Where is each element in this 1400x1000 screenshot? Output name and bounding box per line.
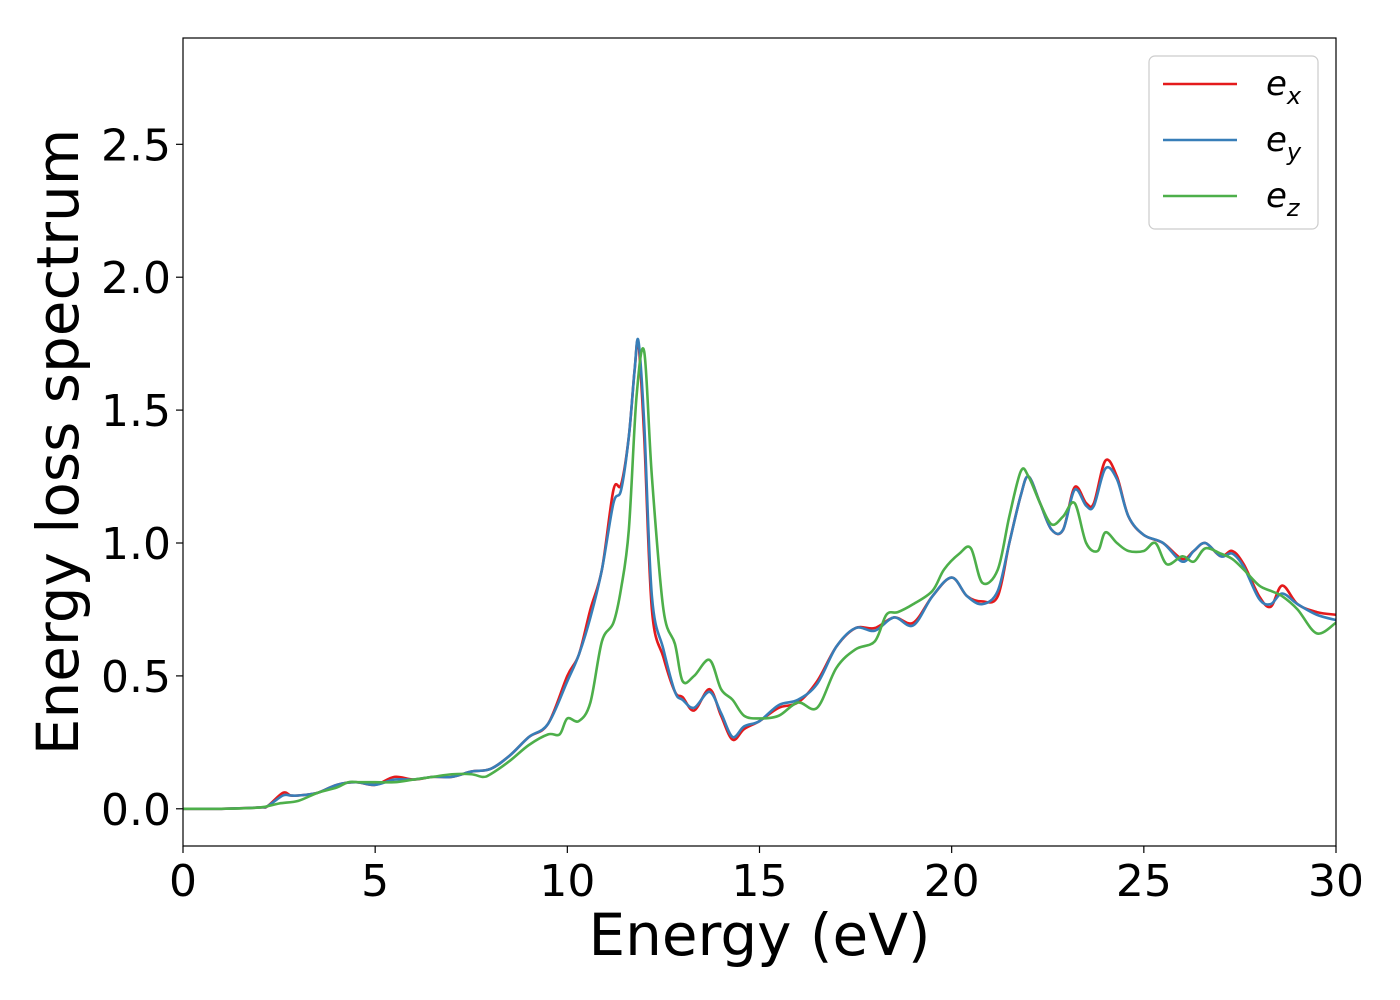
series-line-z xyxy=(183,347,1336,811)
x-tick-label: 10 xyxy=(539,856,595,907)
series-layer xyxy=(183,337,1336,811)
y-tick-label: 0.0 xyxy=(101,785,171,836)
legend-label-x: ex xyxy=(1266,64,1302,110)
x-tick-label: 15 xyxy=(732,856,788,907)
x-tick-label: 30 xyxy=(1308,856,1364,907)
x-axis-label: Energy (eV) xyxy=(588,901,930,969)
x-tick-label: 25 xyxy=(1116,856,1172,907)
y-tick-label: 2.0 xyxy=(101,253,171,304)
y-tick-label: 1.5 xyxy=(101,386,171,437)
legend: ex ey ez xyxy=(1148,55,1319,230)
legend-label-z: ez xyxy=(1266,176,1301,222)
y-axis-label: Energy loss spectrum xyxy=(24,129,92,755)
legend-box xyxy=(1148,55,1319,230)
legend-label-y: ey xyxy=(1266,120,1302,166)
y-tick-label: 1.0 xyxy=(101,519,171,570)
series-line-x xyxy=(183,339,1336,811)
x-tick-label: 20 xyxy=(924,856,980,907)
x-tick-label: 0 xyxy=(169,856,197,907)
y-tick-label: 0.5 xyxy=(101,652,171,703)
y-tick-label: 2.5 xyxy=(101,120,171,171)
ticks-layer: 0 5 10 15 20 25 30 0.0 0.5 1.0 1.5 2.0 2.5 xyxy=(101,120,1364,907)
x-tick-label: 5 xyxy=(361,856,389,907)
series-line-y xyxy=(183,337,1336,811)
